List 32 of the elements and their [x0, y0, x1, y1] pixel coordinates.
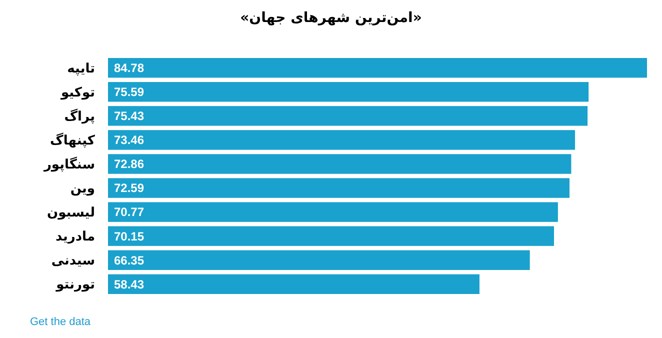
- data-label: 66.35: [114, 253, 144, 268]
- y-tick-label: تایپه: [67, 61, 95, 76]
- data-label: 75.43: [114, 109, 144, 124]
- bar: [108, 130, 576, 150]
- data-label: 72.86: [114, 157, 144, 172]
- y-tick-label: توکیو: [60, 85, 95, 100]
- data-label: 70.15: [114, 229, 144, 244]
- chart-title: «امن‌ترین شهرهای جهان»: [240, 10, 422, 26]
- bar: [108, 106, 588, 126]
- data-label: 75.59: [114, 85, 144, 100]
- text: Get the data: [30, 316, 92, 328]
- y-tick-label: پراگ: [64, 108, 95, 124]
- y-tick-label: لیسبون: [47, 206, 95, 221]
- bar: [108, 178, 570, 198]
- bar: [108, 58, 647, 78]
- bar: [108, 274, 480, 294]
- y-tick-label: وین: [70, 182, 95, 197]
- data-label: 73.46: [114, 133, 144, 148]
- data-label: 58.43: [114, 277, 144, 292]
- y-tick-label: تورنتو: [55, 278, 95, 293]
- y-tick-label: مادرید: [56, 230, 95, 245]
- bar: [108, 202, 558, 222]
- bar: [108, 154, 572, 174]
- data-label: 84.78: [114, 61, 144, 76]
- y-tick-label: کپنهاگ: [50, 132, 96, 148]
- bar: [108, 250, 530, 270]
- data-label: 72.59: [114, 181, 144, 196]
- y-tick-label: سنگاپور: [42, 156, 95, 173]
- bar: [108, 226, 554, 246]
- bar: [108, 82, 589, 102]
- y-tick-label: سیدنی: [51, 254, 95, 269]
- data-label: 70.77: [114, 205, 144, 220]
